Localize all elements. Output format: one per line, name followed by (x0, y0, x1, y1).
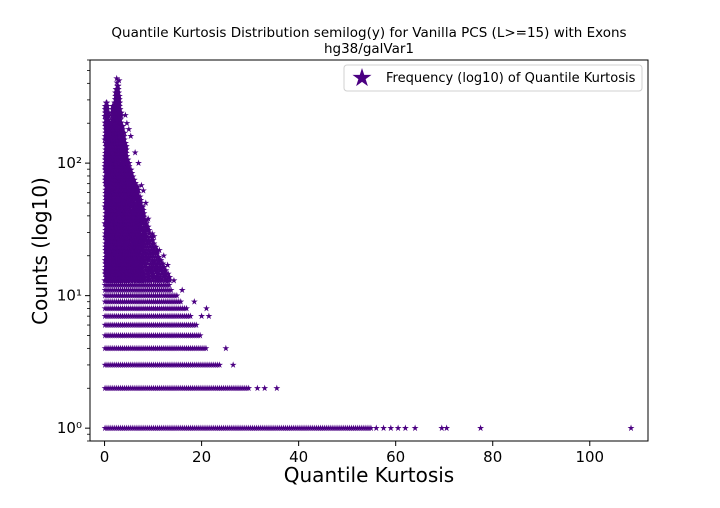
data-point (477, 424, 485, 432)
x-tick-label: 80 (483, 448, 502, 466)
data-point (438, 424, 446, 432)
data-point (139, 187, 147, 194)
data-point (401, 424, 409, 432)
axes: 0 20 40 60 80 100 10⁰ 10¹ 10² (57, 59, 649, 466)
data-point (627, 424, 635, 432)
data-point (131, 149, 139, 156)
data-point (229, 361, 237, 368)
y-axis-label: Counts (log10) (28, 177, 52, 325)
data-point (380, 424, 387, 432)
legend: Frequency (log10) of Quantile Kurtosis (343, 64, 643, 92)
x-tick-label: 0 (100, 448, 110, 466)
data-point (443, 424, 451, 432)
plot-frame (89, 59, 649, 442)
legend-entry: Frequency (log10) of Quantile Kurtosis (386, 71, 636, 86)
data-point (203, 304, 210, 312)
data-point (125, 125, 133, 133)
x-tick-label: 40 (289, 448, 308, 466)
y-tick-label: 10⁰ (57, 419, 82, 437)
x-tick-label: 100 (575, 448, 604, 466)
data-point (387, 424, 395, 432)
data-points (101, 74, 635, 432)
x-tick-label: 20 (192, 448, 211, 466)
data-point (123, 119, 131, 127)
y-tick-label: 10¹ (57, 287, 82, 305)
data-point (394, 424, 402, 432)
data-point (253, 384, 261, 392)
x-tick-label: 60 (386, 448, 405, 466)
data-point (178, 286, 186, 294)
data-point (190, 298, 198, 305)
data-point (135, 159, 142, 167)
data-point (198, 312, 206, 320)
data-point (372, 424, 380, 432)
data-point (411, 424, 419, 432)
data-point (273, 384, 281, 392)
chart-subtitle: hg38/galVar1 (323, 41, 415, 57)
x-axis-label: Quantile Kurtosis (284, 463, 454, 487)
data-point (261, 384, 269, 392)
y-tick-label: 10² (57, 154, 82, 172)
data-point (205, 312, 213, 320)
legend-box (343, 64, 643, 92)
chart-title: Quantile Kurtosis Distribution semilog(y… (111, 25, 627, 41)
data-point (160, 252, 168, 259)
data-point (127, 132, 135, 139)
data-point (222, 344, 230, 352)
